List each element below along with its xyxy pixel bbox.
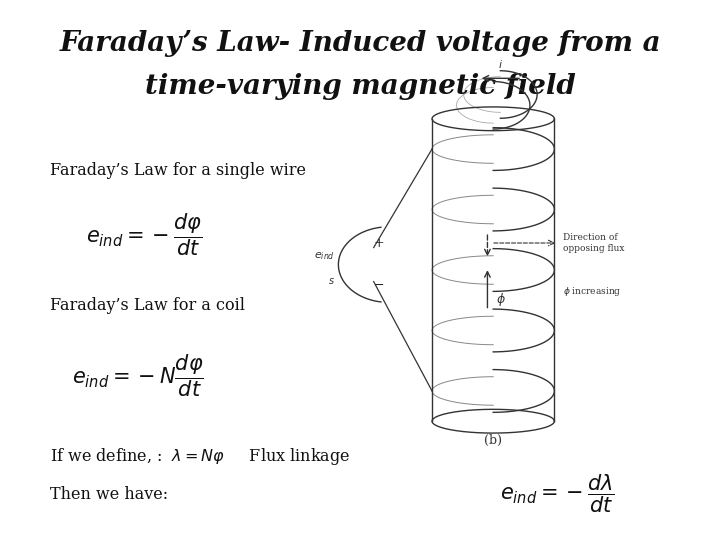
Text: +: +: [374, 237, 384, 251]
Text: time-varying magnetic field: time-varying magnetic field: [145, 73, 575, 100]
Text: Faraday’s Law for a coil: Faraday’s Law for a coil: [50, 296, 246, 314]
Text: Faraday’s Law- Induced voltage from a: Faraday’s Law- Induced voltage from a: [59, 30, 661, 57]
Text: If we define, :  $\lambda = N\varphi$     Flux linkage: If we define, : $\lambda = N\varphi$ Flu…: [50, 446, 351, 467]
Text: Faraday’s Law for a single wire: Faraday’s Law for a single wire: [50, 161, 307, 179]
Text: $e_{ind} = -\dfrac{d\varphi}{dt}$: $e_{ind} = -\dfrac{d\varphi}{dt}$: [86, 212, 203, 258]
Text: Direction of
opposing flux: Direction of opposing flux: [563, 233, 624, 253]
Text: $i$: $i$: [498, 58, 503, 70]
Text: $e_{ind} = -N\dfrac{d\varphi}{dt}$: $e_{ind} = -N\dfrac{d\varphi}{dt}$: [72, 352, 204, 399]
Text: $s$: $s$: [328, 276, 335, 286]
Text: $e_{ind}$: $e_{ind}$: [314, 251, 335, 262]
Text: Then we have:: Then we have:: [50, 485, 168, 503]
Text: $\phi$ increasing: $\phi$ increasing: [563, 285, 621, 298]
Text: (b): (b): [485, 434, 503, 447]
Text: $\phi$: $\phi$: [496, 291, 506, 308]
Text: −: −: [374, 279, 384, 292]
Text: $e_{ind} = -\dfrac{d\lambda}{dt}$: $e_{ind} = -\dfrac{d\lambda}{dt}$: [500, 473, 616, 515]
